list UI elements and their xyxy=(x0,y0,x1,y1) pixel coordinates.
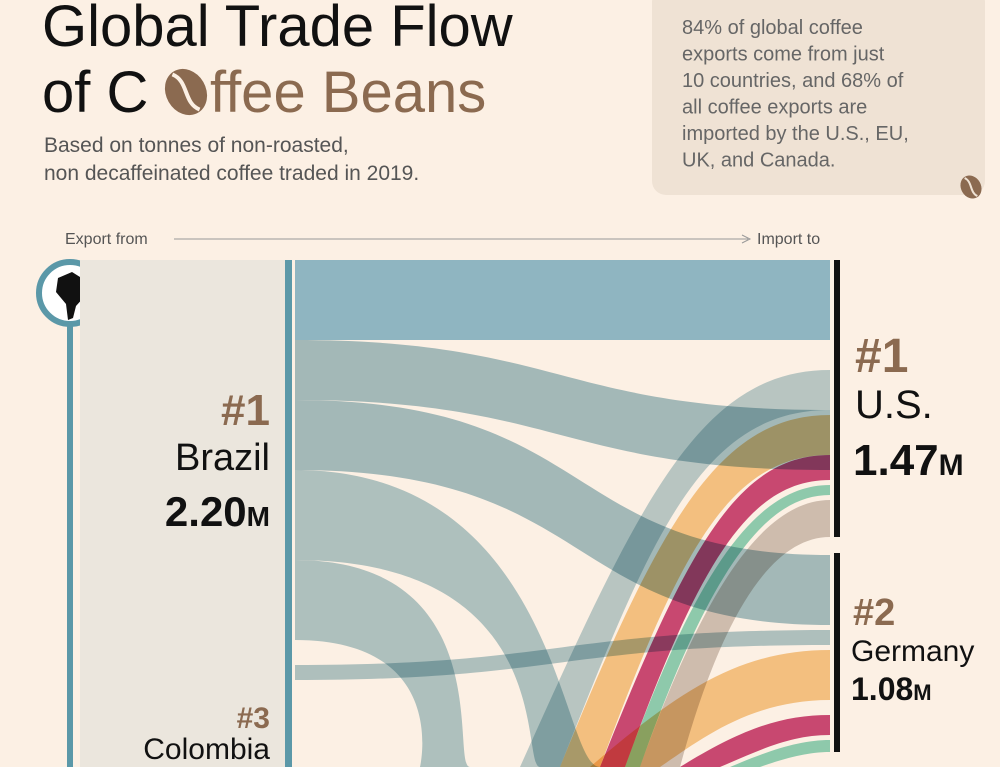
title-suffix: ffee Beans xyxy=(210,60,486,125)
flow xyxy=(680,715,830,767)
flow xyxy=(295,560,470,767)
flow xyxy=(295,470,600,767)
note-line: exports come from just xyxy=(682,44,885,66)
exporter-name: Brazil xyxy=(175,437,270,479)
importer-name: U.S. xyxy=(855,383,933,427)
axis-arrowhead xyxy=(741,234,752,244)
importer-bar xyxy=(834,553,840,752)
bean-icon xyxy=(164,68,208,116)
flow xyxy=(730,740,830,767)
flow xyxy=(590,650,830,767)
axis-to: Import to xyxy=(757,231,820,248)
importer-value: 1.47M xyxy=(853,436,964,485)
subtitle: Based on tonnes of non-roasted, xyxy=(44,134,349,157)
note-line: 10 countries, and 68% of xyxy=(682,70,904,92)
exporter-value: 2.20M xyxy=(165,488,270,535)
bean-icon xyxy=(960,175,982,199)
importer-value: 1.08M xyxy=(851,671,932,707)
importer-rank: #1 xyxy=(855,330,908,383)
exporter-rank: #3 xyxy=(237,702,270,735)
flow xyxy=(295,260,830,340)
axis-from: Export from xyxy=(65,231,148,248)
exporter-bar xyxy=(285,260,292,767)
title-prefix: of C xyxy=(42,60,148,125)
note-line: all coffee exports are xyxy=(682,97,867,119)
note-box xyxy=(652,0,985,195)
importer-name: Germany xyxy=(851,635,974,668)
note-line: UK, and Canada. xyxy=(682,150,835,172)
exporter-panel xyxy=(80,260,285,767)
note-line: imported by the U.S., EU, xyxy=(682,123,909,145)
importer-bar xyxy=(834,260,840,537)
flow xyxy=(520,370,830,767)
subtitle: non decaffeinated coffee traded in 2019. xyxy=(44,162,419,185)
exporter-rank: #1 xyxy=(221,386,270,435)
note-text: 84% of global coffee exports come from ju… xyxy=(682,17,909,172)
flows xyxy=(295,260,830,767)
importer-rank: #2 xyxy=(853,592,895,634)
title: Global Trade Flow xyxy=(42,0,514,59)
flow xyxy=(560,415,830,767)
flow xyxy=(295,630,830,680)
exporter-name: Colombia xyxy=(143,733,270,766)
note-line: 84% of global coffee xyxy=(682,17,863,39)
flow xyxy=(600,455,830,767)
